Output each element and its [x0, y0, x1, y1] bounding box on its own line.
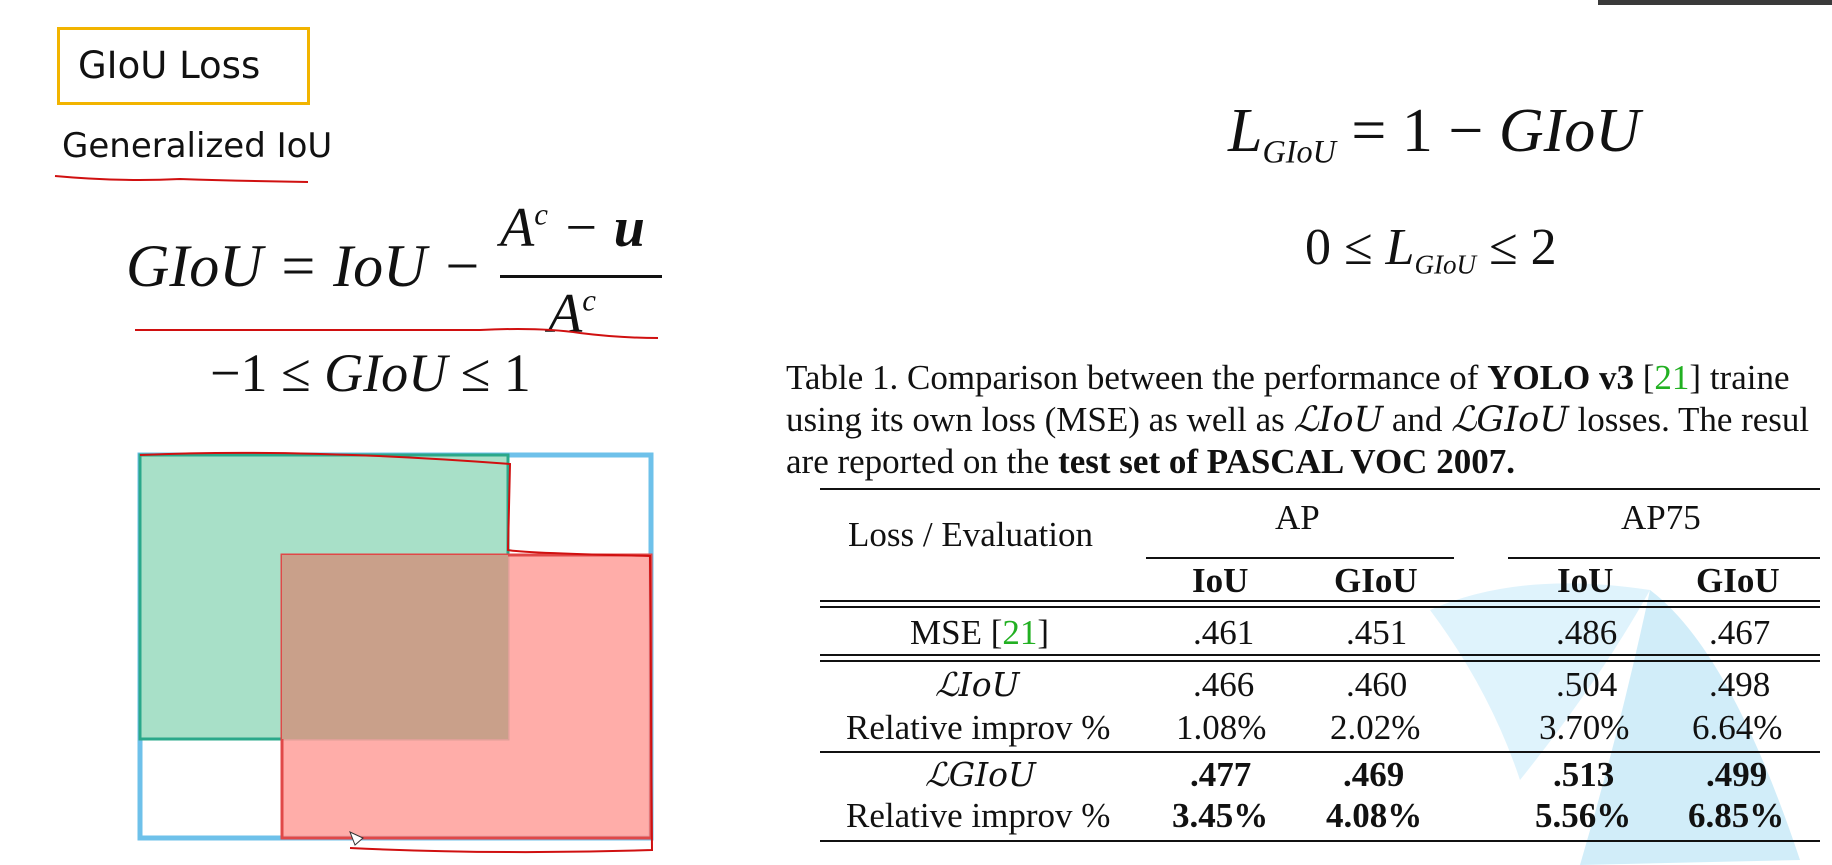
table-cell: 2.02% — [1330, 708, 1421, 747]
fraction-bar — [500, 275, 662, 278]
slide-title: GIoU Loss — [78, 44, 261, 87]
table-cell: 6.64% — [1692, 708, 1783, 747]
subheader-ap75-giou: GIoU — [1696, 561, 1780, 600]
box-annotation — [139, 451, 654, 854]
table-cell: .499 — [1706, 755, 1768, 794]
header-ap75: AP75 — [1621, 498, 1701, 537]
giou-diagram — [54, 175, 659, 854]
title-box — [57, 27, 310, 105]
table-cell: .498 — [1709, 665, 1771, 704]
intersection-box — [282, 555, 508, 739]
slide-subtitle: Generalized IoU — [62, 126, 333, 166]
mse-rule-1 — [820, 654, 1820, 656]
watermark-logo — [1430, 583, 1800, 865]
table-cell: .467 — [1709, 613, 1771, 652]
table-bottom-rule — [820, 840, 1820, 842]
lgiou-symbol: ℒGIoU — [1451, 400, 1569, 440]
mse-rule-2 — [820, 660, 1820, 662]
caption-text: using its own loss (MSE) as well as — [786, 400, 1294, 439]
caption-bold: test set of PASCAL VOC 2007. — [1058, 442, 1515, 481]
table-cell: .486 — [1556, 613, 1618, 652]
row-label-text: MSE [ — [910, 613, 1003, 652]
table-cell: 3.70% — [1539, 708, 1630, 747]
caption-text: and — [1383, 400, 1452, 439]
table-caption: Table 1. Comparison between the performa… — [786, 357, 1832, 483]
table-cell: .460 — [1346, 665, 1408, 704]
row-label-relative-improv: Relative improv % — [846, 796, 1111, 835]
caption-text: [ — [1634, 358, 1655, 397]
giou-denominator: Ac — [548, 283, 596, 345]
table-cell: .466 — [1193, 665, 1255, 704]
reference-link[interactable]: 21 — [1654, 358, 1690, 397]
table-cell: .504 — [1556, 665, 1618, 704]
subtitle-underline — [54, 175, 309, 183]
window-top-bar — [1598, 0, 1832, 5]
caption-text: are reported on the — [786, 442, 1059, 481]
formula-underline — [135, 328, 659, 339]
table-cell: .469 — [1343, 755, 1405, 794]
liou-symbol: ℒIoU — [1293, 400, 1384, 440]
row-label-liou: ℒIoU — [935, 665, 1020, 704]
row-label-text: ] — [1037, 613, 1050, 652]
loss-range: 0 ≤ LGIoU ≤ 2 — [1305, 219, 1557, 280]
giou-range: −1 ≤ GIoU ≤ 1 — [210, 343, 531, 403]
subheader-ap-giou: GIoU — [1334, 561, 1418, 600]
row-label-mse: MSE [21] — [910, 613, 1049, 653]
row-label-relative-improv: Relative improv % — [846, 708, 1111, 747]
caption-text: Table 1. Comparison between the performa… — [786, 358, 1488, 397]
subheader-ap75-iou: IoU — [1557, 561, 1614, 600]
giou-numerator: Ac − u — [500, 197, 645, 259]
header-rule-2 — [820, 606, 1820, 608]
table-cell: 5.56% — [1535, 796, 1632, 835]
caption-bold: YOLO v3 — [1487, 358, 1635, 397]
table-top-rule — [820, 488, 1820, 490]
liou-rule — [820, 751, 1820, 753]
caption-text: ] traine — [1689, 358, 1790, 397]
table-cell: .451 — [1346, 613, 1408, 652]
header-ap: AP — [1275, 498, 1320, 537]
reference-link[interactable]: 21 — [1002, 613, 1038, 652]
cursor-icon — [349, 831, 364, 846]
loss-formula: LGIoU = 1 − GIoU — [1228, 97, 1641, 170]
ap-rule — [1146, 557, 1454, 559]
table-cell: .477 — [1190, 755, 1252, 794]
table-cell: 6.85% — [1688, 796, 1785, 835]
subheader-ap-iou: IoU — [1192, 561, 1249, 600]
table-cell: .461 — [1193, 613, 1255, 652]
table-cell: .513 — [1553, 755, 1615, 794]
table-cell: 3.45% — [1172, 796, 1269, 835]
table-cell: 4.08% — [1326, 796, 1423, 835]
ap75-rule — [1508, 557, 1820, 559]
table-cell: 1.08% — [1176, 708, 1267, 747]
row-label-lgiou: ℒGIoU — [925, 755, 1036, 794]
header-rule-1 — [820, 600, 1820, 602]
caption-text: losses. The resul — [1568, 400, 1810, 439]
header-loss-evaluation: Loss / Evaluation — [848, 515, 1093, 554]
giou-formula-lhs: GIoU = IoU − — [126, 233, 482, 299]
